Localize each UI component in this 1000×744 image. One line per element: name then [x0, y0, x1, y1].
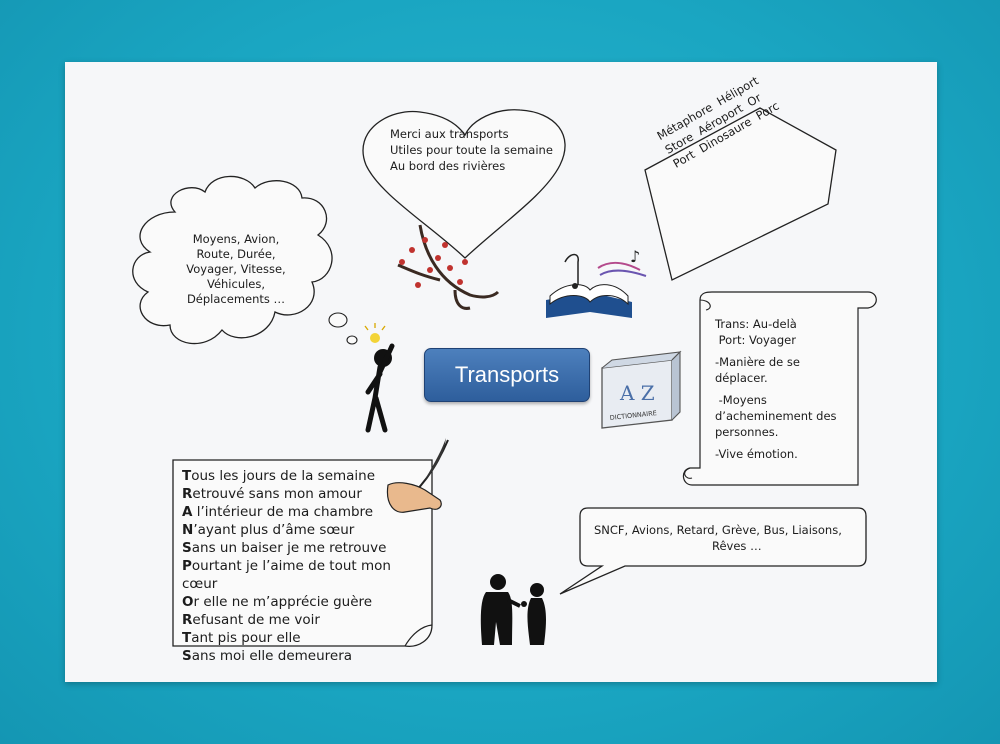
thought-bubble-small-1: [328, 312, 348, 328]
svg-text:♪: ♪: [630, 247, 640, 266]
bubble-line: SNCF, Avions, Retard, Grève, Bus, Liaiso…: [594, 523, 842, 537]
blossom-branch-icon: [397, 224, 500, 310]
scroll-line: personnes.: [715, 425, 779, 439]
heart-shape: [362, 109, 566, 259]
scroll-line: Trans: Au-delà: [715, 317, 797, 331]
heart-line: Merci aux transports: [390, 127, 509, 141]
scroll-line: d’acheminement des: [715, 409, 837, 423]
acrostic-poem: Tous les jours de la semaine Retrouvé sa…: [182, 467, 422, 665]
thinking-figure-icon: [364, 323, 395, 433]
title-box: Transports: [424, 348, 590, 402]
thought-cloud: [132, 175, 333, 345]
speech-bubble: [559, 507, 867, 595]
poem-line: A l’intérieur de ma chambre: [182, 504, 374, 520]
speech-bubble-text: SNCF, Avions, Retard, Grève, Bus, Liaiso…: [594, 522, 864, 554]
poem-line: Tous les jours de la semaine: [182, 468, 376, 484]
poem-line: Refusant de me voir: [182, 612, 320, 628]
quill-hand-icon: [386, 438, 449, 513]
heart-line: Utiles pour toute la semaine: [390, 143, 553, 157]
thought-bubble-small-2: [346, 335, 358, 345]
scroll-line: -Moyens: [715, 393, 767, 407]
interview-silhouette-icon: [480, 574, 546, 645]
poem-line: Sans un baiser je me retrouve: [182, 540, 387, 556]
scroll-line: -Manière de se: [715, 355, 800, 369]
poem-line: Retrouvé sans mon amour: [182, 486, 362, 502]
scroll-line: Port: Voyager: [715, 333, 796, 347]
poem-line: Tant pis pour elle: [182, 630, 301, 646]
cloud-line: Route, Durée,: [196, 247, 276, 261]
heart-line: Au bord des rivières: [390, 159, 506, 173]
dictionary-icon: A Z DICTIONNAIRE: [601, 350, 682, 429]
cloud-line: Déplacements …: [186, 292, 286, 306]
scroll-line: déplacer.: [715, 371, 768, 385]
bubble-line: Rêves …: [712, 539, 762, 553]
scroll-line: -Vive émotion.: [715, 447, 798, 461]
cloud-line: Voyager, Vitesse,: [186, 262, 286, 276]
tag-shape: [644, 107, 837, 281]
music-book-icon: ♪: [546, 247, 647, 318]
dictionary-letters: A Z: [619, 381, 655, 405]
cloud-text: Moyens, Avion, Route, Durée, Voyager, Vi…: [172, 232, 300, 307]
poem-line: Or elle ne m’apprécie guère: [182, 594, 373, 610]
heart-text: Merci aux transports Utiles pour toute l…: [390, 126, 570, 174]
cloud-line: Véhicules,: [206, 277, 266, 291]
poem-line: N’ayant plus d’âme sœur: [182, 522, 355, 538]
scroll-shape: [682, 291, 877, 486]
poem-line: Sans moi elle demeurera: [182, 648, 353, 664]
cloud-line: Moyens, Avion,: [192, 232, 280, 246]
scroll-text: Trans: Au-delà Port: Voyager -Manière de…: [715, 316, 855, 462]
poem-line: Pourtant je l’aime de tout mon cœur: [182, 558, 391, 592]
poem-sheet-curl: [404, 624, 433, 647]
